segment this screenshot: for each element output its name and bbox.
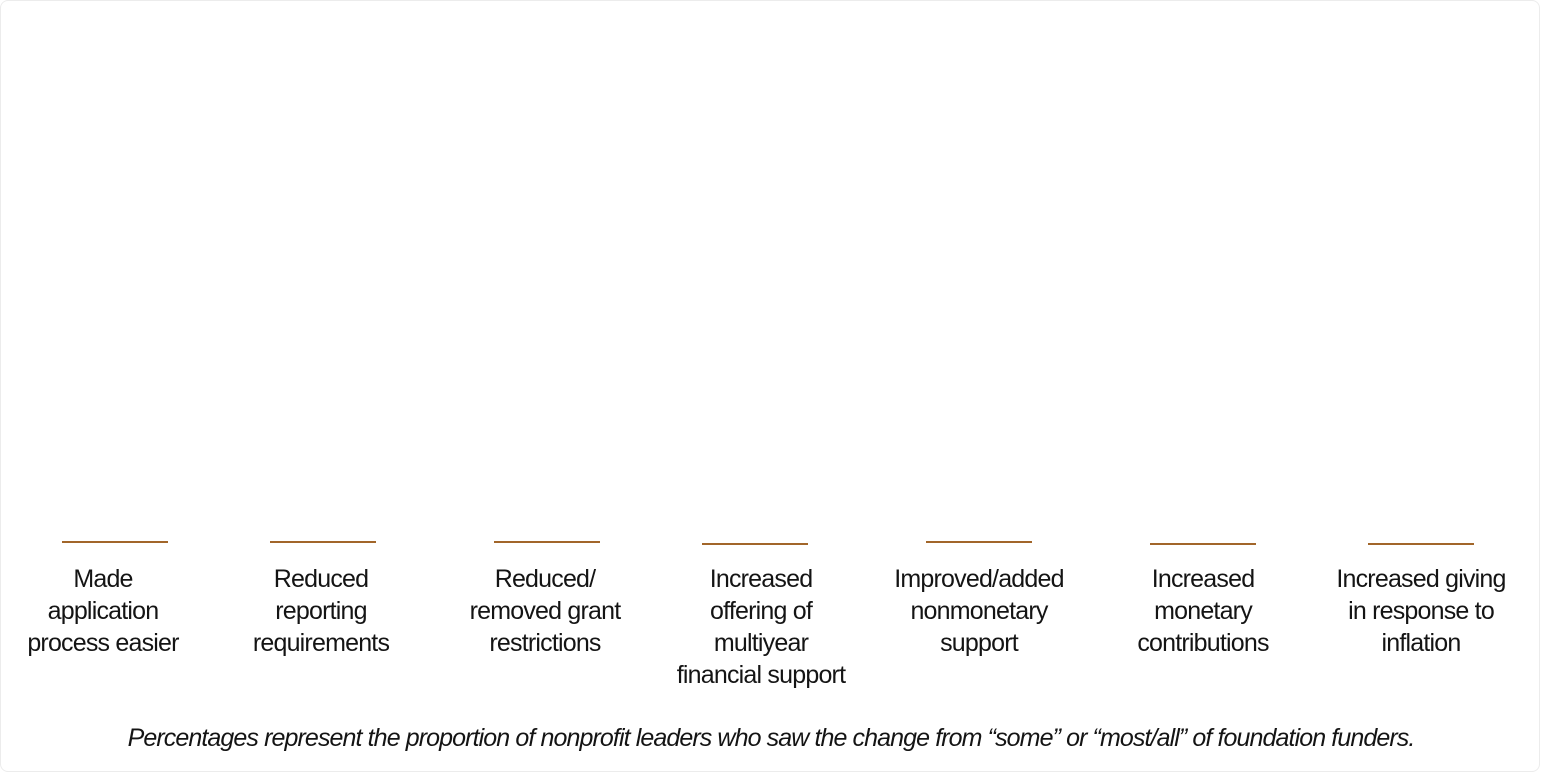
bar-6 [1150, 543, 1256, 545]
category-label-7: Increased giving in response to inflatio… [1336, 565, 1506, 657]
bar-4 [702, 543, 808, 545]
category-label-3: Reduced/ removed grant restrictions [469, 565, 622, 657]
bar-1 [62, 541, 168, 543]
chart-footnote: Percentages represent the proportion of … [127, 724, 1416, 752]
bar-7 [1368, 543, 1474, 545]
category-label-4: Increased offering of multiyear financia… [676, 565, 846, 689]
bar-2 [270, 541, 376, 543]
bar-5 [926, 541, 1032, 543]
bar-3 [494, 541, 600, 543]
category-label-1: Made application process easier [27, 565, 179, 657]
category-label-5: Improved/added nonmonetary support [894, 565, 1064, 657]
category-label-6: Increased monetary contributions [1137, 565, 1269, 657]
category-label-2: Reduced reporting requirements [252, 565, 390, 657]
